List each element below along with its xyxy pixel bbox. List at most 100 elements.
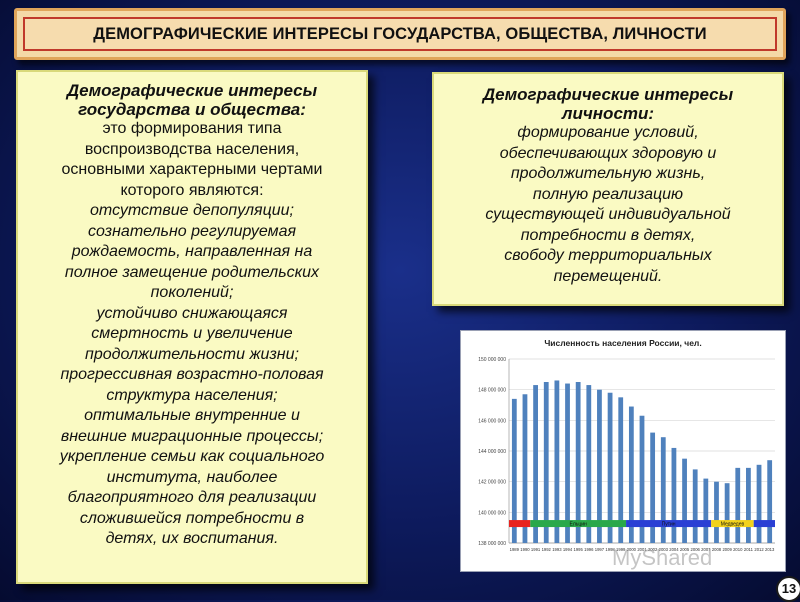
left-italic-line: внешние миграционные процессы; [60, 427, 324, 445]
x-tick-label: 2012 [754, 547, 764, 552]
x-tick-label: 2010 [733, 547, 743, 552]
bar [554, 380, 560, 543]
right-heading-line-2: личности: [561, 104, 655, 123]
x-tick-label: 2002 [648, 547, 658, 552]
left-italic-line: рождаемость, направленная на [71, 243, 313, 260]
right-italic-line: существующей индивидуальной [485, 206, 731, 223]
x-tick-label: 1992 [542, 547, 552, 552]
left-italic-line: поколений; [150, 284, 234, 301]
left-plain-line-1: это формирования типа [102, 120, 282, 137]
x-tick-label: 1990 [520, 547, 530, 552]
left-italic-line: благоприятного для реализации [67, 489, 317, 506]
left-heading-line-1: Демографические интересы [66, 81, 318, 100]
x-tick-label: 1998 [605, 547, 615, 552]
left-italic-line: укрепление семьи как социального [59, 448, 325, 465]
population-chart-svg: Численность населения России, чел. 138 00… [478, 338, 775, 552]
bar [543, 382, 549, 543]
bar [575, 382, 581, 543]
x-tick-label: 1996 [584, 547, 594, 552]
y-tick-label: 150 000 000 [478, 357, 506, 363]
slide-title: ДЕМОГРАФИЧЕСКИЕ ИНТЕРЕСЫ ГОСУДАРСТВА, ОБ… [93, 24, 707, 43]
x-tick-label: 1997 [595, 547, 605, 552]
page-number-badge: 13 [776, 576, 800, 602]
left-italic-line: детях, их воспитания. [105, 530, 279, 547]
left-italic-line: отсутствие депопуляции; [90, 202, 294, 219]
bar [511, 398, 517, 543]
bar [586, 385, 592, 543]
x-tick-label: 1993 [552, 547, 562, 552]
period-band [509, 520, 531, 528]
bar [692, 469, 698, 543]
y-tick-label: 138 000 000 [478, 541, 506, 547]
bar [735, 467, 741, 543]
bar [607, 392, 613, 543]
bar [618, 397, 624, 543]
right-italic-line: полную реализацию [532, 185, 684, 203]
x-tick-label: 2007 [701, 547, 711, 552]
left-plain-line-2: воспроизводства населения, [84, 140, 300, 158]
right-heading-line-1: Демографические интересы [482, 85, 734, 104]
population-chart: Численность населения России, чел. 138 00… [460, 330, 786, 572]
bar [628, 406, 634, 543]
bar [660, 437, 666, 543]
x-tick-label: 2013 [765, 547, 775, 552]
x-tick-label: 1991 [531, 547, 541, 552]
period-band [626, 520, 712, 528]
x-tick-label: 2003 [659, 547, 669, 552]
chart-title: Численность населения России, чел. [544, 338, 701, 348]
left-italic-line: устойчиво снижающаяся [96, 304, 288, 322]
x-tick-label: 2004 [669, 547, 679, 552]
bar [682, 458, 687, 543]
left-italic-line: сложившейся потребности в [79, 509, 305, 527]
right-italic-line: перемещений. [553, 267, 663, 285]
right-italic-line: формирование условий, [517, 124, 699, 141]
x-tick-label: 2011 [744, 547, 754, 552]
period-label: Путин [662, 521, 676, 527]
left-italic-line: оптимальные внутренние и [84, 407, 300, 424]
x-tick-label: 1995 [573, 547, 583, 552]
x-tick-label: 2005 [680, 547, 690, 552]
right-italic-line: продолжительную жизнь, [510, 165, 706, 182]
bar [714, 481, 719, 543]
left-plain-line-3: основными характерными чертами [61, 161, 323, 178]
left-italic-line: сознательно регулируемая [87, 222, 297, 240]
bar [597, 389, 602, 543]
left-italic-line: смертность и увеличение [91, 325, 293, 342]
bar [565, 383, 570, 543]
period-label: Ельцин [570, 521, 588, 527]
left-plain-line-4: которого являются: [120, 181, 264, 199]
y-tick-label: 142 000 000 [478, 480, 506, 486]
bar [533, 385, 538, 543]
left-italic-line: продолжительности жизни; [85, 345, 299, 363]
bar [756, 464, 762, 543]
x-tick-label: 2006 [691, 547, 701, 552]
watermark-text: MyShared [612, 545, 713, 570]
x-tick-label: 2001 [637, 547, 647, 552]
right-italic-line: свободу территориальных [504, 247, 712, 264]
state-society-interests-panel: Демографические интересы государства и о… [16, 70, 368, 584]
left-italic-line: структура населения; [106, 386, 278, 404]
bar [746, 467, 751, 543]
title-frame: ДЕМОГРАФИЧЕСКИЕ ИНТЕРЕСЫ ГОСУДАРСТВА, ОБ… [23, 17, 777, 51]
x-tick-label: 2000 [627, 547, 637, 552]
y-tick-label: 144 000 000 [478, 449, 506, 455]
bar [639, 415, 645, 543]
period-band [530, 520, 627, 528]
bar [767, 460, 773, 543]
left-heading-line-2: государства и общества: [78, 100, 306, 119]
title-bar: ДЕМОГРАФИЧЕСКИЕ ИНТЕРЕСЫ ГОСУДАРСТВА, ОБ… [14, 8, 786, 60]
bar [671, 447, 677, 543]
bar [650, 432, 656, 543]
x-tick-label: 2008 [712, 547, 722, 552]
x-tick-label: 2009 [722, 547, 732, 552]
left-italic-line: института, наиболее [106, 468, 278, 486]
right-italic-line: обеспечивающих здоровую и [499, 144, 717, 162]
left-italic-line: прогрессивная возрастно-половая [60, 366, 324, 383]
bar [522, 394, 528, 543]
bar [724, 483, 730, 543]
period-band [711, 520, 754, 528]
bar [703, 478, 709, 543]
period-band [753, 520, 775, 528]
x-tick-label: 1989 [510, 547, 520, 552]
x-tick-label: 1994 [563, 547, 573, 552]
